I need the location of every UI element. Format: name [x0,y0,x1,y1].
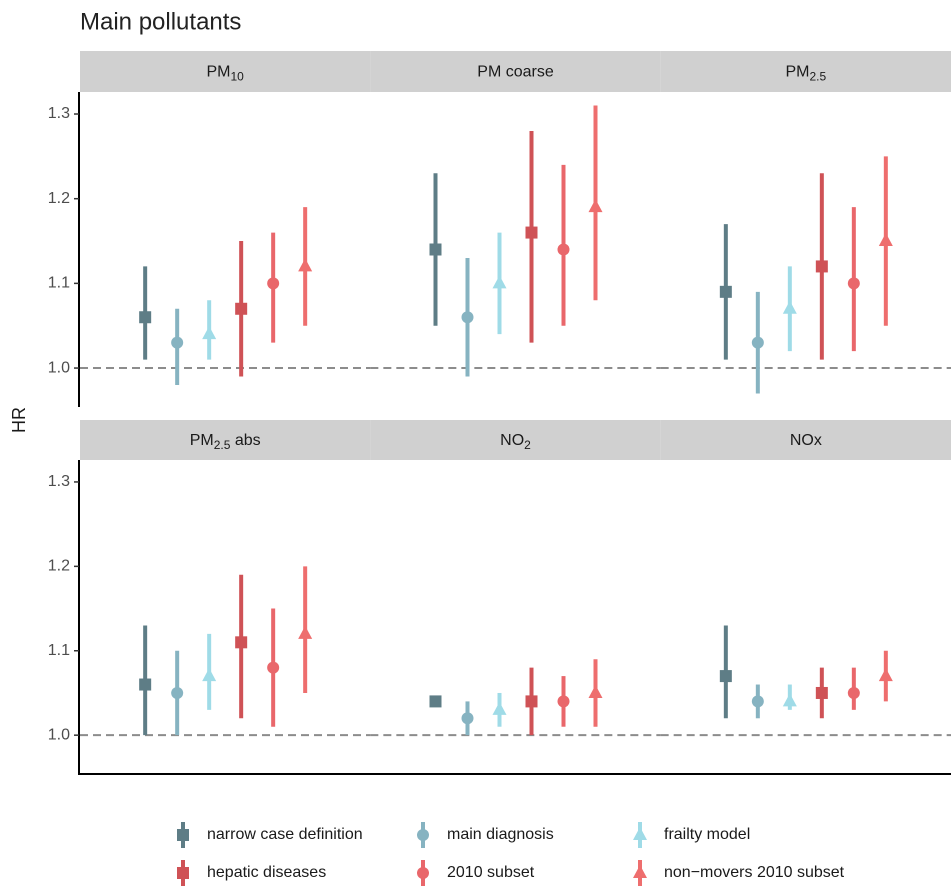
legend-label: frailty model [664,826,750,843]
chart-title: Main pollutants [80,8,241,35]
panel-title: PM coarse [477,64,554,81]
y-tick-label: 1.3 [48,473,70,490]
point [525,695,538,708]
point [171,336,184,349]
point [719,285,732,298]
point [847,277,860,290]
legend-marker [417,829,429,841]
point [815,260,828,273]
point [525,226,538,239]
panel-title-text: PM [785,64,809,81]
y-axis-label: HR [9,407,29,433]
legend-label: main diagnosis [447,826,554,843]
y-tick-label: 1.0 [48,726,70,743]
point [492,275,507,289]
point [235,636,248,649]
point [139,311,152,324]
point [557,695,570,708]
strip-background [370,51,661,92]
panel-title-text: NOx [790,432,822,449]
point [878,668,893,682]
legend-marker [633,827,647,840]
panel-title: NO2 [500,432,531,452]
point [298,625,313,639]
point [719,670,732,683]
point [751,695,764,708]
point [202,668,217,682]
panel-title-subscript: 10 [230,70,244,84]
panel-title-text: NO [500,432,524,449]
y-tick-label: 1.2 [48,190,70,207]
legend-label: narrow case definition [207,826,363,843]
strip-background [660,420,951,460]
strip-background [370,420,661,460]
panel-title: PM2.5 abs [190,432,261,452]
legend-label: hepatic diseases [207,864,326,881]
y-tick-label: 1.3 [48,105,70,122]
point [267,661,280,674]
strip-background [660,51,951,92]
y-tick-label: 1.0 [48,359,70,376]
panel-title-text: PM [206,64,230,81]
point [878,233,893,247]
point [782,300,797,314]
point [847,686,860,699]
legend-label: non−movers 2010 subset [664,864,845,881]
point [557,243,570,256]
point [815,686,828,699]
panel-title-suffix: abs [230,432,260,449]
panel-title: PM2.5 [785,64,826,84]
point [171,686,184,699]
point [235,302,248,315]
legend-marker [177,867,189,879]
panel-title: NOx [790,432,822,449]
point [588,684,603,698]
strip-background [80,420,371,460]
point [267,277,280,290]
point [782,693,797,707]
point [139,678,152,691]
point [298,258,313,272]
point [461,712,474,725]
legend-marker [633,865,647,878]
legend-label: 2010 subset [447,864,535,881]
panel-title: PM10 [206,64,244,84]
y-tick-label: 1.1 [48,642,70,659]
point [751,336,764,349]
point [429,695,442,708]
panel-title-subscript: 2.5 [809,70,826,84]
panel-title-text: PM [190,432,214,449]
point [588,199,603,213]
point [429,243,442,256]
panel-title-subscript: 2 [524,438,531,452]
panel-title-text: PM coarse [477,64,554,81]
point [492,701,507,715]
y-tick-label: 1.2 [48,558,70,575]
strip-background [80,51,371,92]
panel-title-subscript: 2.5 [214,438,231,452]
legend-marker [417,867,429,879]
legend-marker [177,829,189,841]
y-tick-label: 1.1 [48,275,70,292]
point [202,326,217,340]
point [461,311,474,324]
